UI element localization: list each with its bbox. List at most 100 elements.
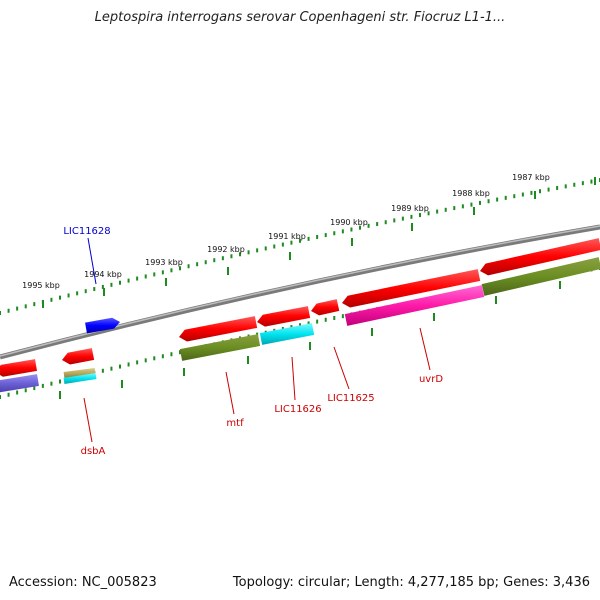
scale-minor-tick: [316, 234, 319, 239]
scale-major-tick: [165, 278, 167, 286]
scale-minor-tick: [547, 187, 550, 192]
scale-minor-tick: [24, 304, 27, 309]
gene-feature-reverse: [480, 238, 600, 276]
scale-minor-tick: [230, 254, 233, 259]
gene-leader-line: [291, 356, 296, 401]
scale-minor-tick: [221, 256, 224, 261]
scale-minor-tick: [50, 297, 53, 302]
gene-label: uvrD: [419, 374, 443, 385]
scale-label: 1987 kbp: [512, 173, 550, 182]
inner-track-tick: [179, 350, 181, 355]
scale-minor-tick: [33, 302, 36, 307]
scale-minor-tick: [67, 293, 70, 298]
scale-minor-tick: [419, 213, 421, 218]
gene-leader-line: [83, 397, 93, 443]
scale-minor-tick: [367, 223, 370, 228]
scale-minor-tick: [401, 216, 404, 221]
backbone-shadow: [0, 224, 600, 360]
scale-minor-tick: [393, 218, 396, 223]
scale-label: 1995 kbp: [22, 281, 60, 290]
inner-track-tick: [316, 319, 319, 324]
scale-minor-tick: [0, 311, 1, 315]
scale-label: 1991 kbp: [268, 232, 306, 241]
scale-minor-tick: [273, 244, 276, 249]
scale-minor-tick: [333, 231, 336, 236]
scale-label: 1992 kbp: [207, 245, 245, 254]
inner-track-tick: [324, 317, 327, 322]
scale-minor-tick: [264, 246, 267, 251]
gene-feature-reverse: [0, 359, 38, 377]
scale-minor-tick: [101, 284, 104, 289]
scale-minor-tick: [247, 250, 250, 255]
scale-minor-tick: [341, 229, 344, 234]
cog-feature: [344, 285, 485, 326]
scale-label: 1990 kbp: [330, 218, 368, 227]
cog-feature: [259, 323, 315, 345]
scale-minor-tick: [110, 282, 113, 287]
inner-track-tick: [127, 362, 130, 367]
scale-minor-tick: [136, 276, 139, 281]
scale-minor-tick: [256, 248, 259, 253]
inner-track-tick: [7, 392, 10, 397]
scale-minor-tick: [350, 227, 353, 232]
scale-major-tick: [289, 252, 291, 260]
scale-major-tick: [594, 177, 596, 185]
cog-feature: [63, 368, 96, 378]
scale-minor-tick: [470, 202, 473, 207]
gene-label: LIC11625: [327, 393, 374, 404]
scale-minor-tick: [119, 280, 121, 285]
inner-major-tick: [495, 296, 497, 304]
scale-minor-tick: [590, 179, 593, 184]
accession-text: Accession: NC_005823: [9, 575, 157, 590]
scale-minor-tick: [556, 185, 559, 190]
genome-title: Leptospira interrogans serovar Copenhage…: [94, 10, 506, 25]
inner-track-tick: [170, 352, 173, 357]
gene-leader-line: [419, 327, 431, 371]
scale-minor-tick: [436, 209, 439, 214]
inner-major-tick: [559, 281, 561, 289]
scale-minor-tick: [530, 190, 533, 195]
inner-track-tick: [299, 323, 301, 328]
scale-minor-tick: [299, 238, 301, 243]
scale-minor-tick: [59, 295, 61, 300]
scale-major-tick: [534, 191, 536, 199]
gene-feature-reverse: [179, 316, 258, 342]
gene-feature-forward: [85, 317, 120, 334]
scale-minor-tick: [84, 289, 87, 294]
inner-track-tick: [0, 395, 1, 399]
cog-feature: [63, 373, 97, 384]
inner-track-tick: [59, 379, 61, 384]
scale-minor-tick: [564, 184, 567, 189]
scale-minor-tick: [161, 270, 164, 275]
scale-minor-tick: [521, 192, 524, 197]
gene-label: LIC11628: [63, 226, 110, 237]
scale-minor-tick: [213, 258, 216, 263]
scale-minor-tick: [204, 260, 207, 265]
inner-track-tick: [24, 388, 27, 393]
cog-feature: [481, 257, 600, 296]
inner-major-tick: [309, 342, 311, 350]
scale-major-tick: [411, 223, 413, 231]
inner-track-tick: [119, 364, 121, 369]
gene-feature-reverse: [342, 269, 481, 308]
scale-minor-tick: [127, 278, 130, 283]
gene-leader-line: [225, 371, 235, 415]
inner-track-tick: [153, 356, 156, 361]
inner-track-tick: [161, 354, 164, 359]
scale-minor-tick: [479, 200, 481, 205]
scale-minor-tick: [359, 225, 361, 230]
scale-minor-tick: [281, 242, 284, 247]
gene-feature-reverse: [257, 306, 311, 327]
scale-minor-tick: [487, 199, 490, 204]
gene-leader-line: [87, 237, 97, 285]
scale-minor-tick: [504, 195, 507, 200]
scale-minor-tick: [513, 194, 516, 199]
scale-major-tick: [103, 288, 105, 296]
scale-minor-tick: [444, 207, 447, 212]
inner-track-tick: [110, 366, 113, 371]
cog-feature: [0, 374, 39, 393]
scale-minor-tick: [7, 308, 10, 313]
scale-minor-tick: [496, 197, 499, 202]
topology-summary: Topology: circular; Length: 4,277,185 bp…: [232, 575, 590, 590]
